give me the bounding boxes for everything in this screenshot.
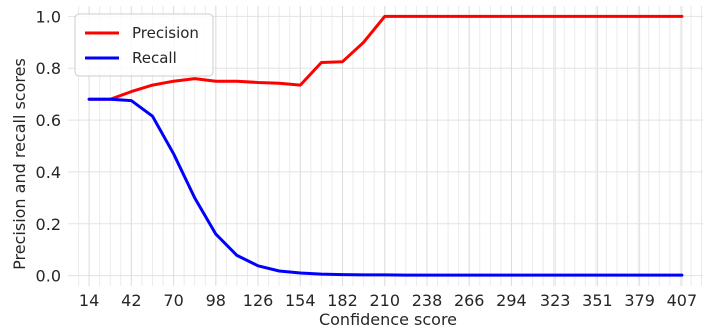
- x-tick-label: 294: [496, 291, 527, 310]
- recall-series-line: [87, 97, 684, 277]
- y-tick-label: 1.0: [36, 7, 61, 26]
- x-tick-label: 323: [540, 291, 571, 310]
- legend-precision-label: Precision: [132, 24, 199, 42]
- x-tick-label: 126: [243, 291, 274, 310]
- series-lines: [87, 14, 684, 277]
- legend-recall-label: Recall: [132, 49, 177, 67]
- precision-series-line: [87, 14, 684, 101]
- legend: Precision Recall: [74, 13, 214, 77]
- y-axis-title: Precision and recall scores: [10, 58, 29, 270]
- x-tick-label: 70: [163, 291, 183, 310]
- y-tick-label: 0.2: [36, 215, 61, 234]
- x-tick-label: 14: [79, 291, 99, 310]
- y-tick-label: 0.8: [36, 59, 61, 78]
- x-tick-label: 154: [285, 291, 316, 310]
- x-tick-label: 379: [624, 291, 655, 310]
- x-tick-labels: 14 42 70 98 126 154 182 210 238 266 294 323 351 379 40…: [79, 291, 697, 310]
- x-tick-label: 407: [667, 291, 698, 310]
- y-tick-label: 0.6: [36, 111, 61, 130]
- x-tick-label: 351: [582, 291, 613, 310]
- x-tick-label: 210: [369, 291, 400, 310]
- legend-box: [74, 13, 214, 77]
- x-tick-label: 238: [412, 291, 443, 310]
- y-tick-label: 0.4: [36, 163, 61, 182]
- x-axis-title: Confidence score: [319, 310, 457, 328]
- x-tick-label: 266: [454, 291, 485, 310]
- x-tick-label: 98: [206, 291, 226, 310]
- y-tick-label: 0.0: [36, 267, 61, 286]
- x-tick-label: 42: [121, 291, 141, 310]
- y-tick-labels: 0.0 0.2 0.4 0.6 0.8 1.0: [36, 7, 61, 285]
- x-tick-label: 182: [327, 291, 358, 310]
